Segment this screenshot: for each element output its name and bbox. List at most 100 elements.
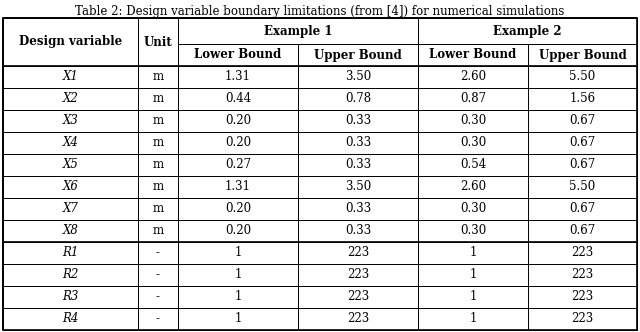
Bar	[3, 220, 138, 242]
Bar	[138, 176, 178, 198]
Text: -: -	[156, 290, 160, 303]
Bar	[418, 110, 528, 132]
Text: 0.20: 0.20	[225, 115, 251, 127]
Text: 223: 223	[572, 290, 594, 303]
Text: 0.27: 0.27	[225, 158, 251, 172]
Bar	[178, 154, 298, 176]
Text: Example 1: Example 1	[264, 25, 332, 38]
Text: 1: 1	[234, 246, 242, 260]
Text: 223: 223	[572, 312, 594, 325]
Text: 0.30: 0.30	[460, 203, 486, 215]
Bar	[3, 154, 138, 176]
Bar	[298, 176, 418, 198]
Bar	[178, 220, 298, 242]
Text: 223: 223	[347, 312, 369, 325]
Bar	[178, 286, 298, 308]
Bar	[298, 66, 418, 88]
Text: Design variable: Design variable	[19, 36, 122, 48]
Text: 1: 1	[234, 312, 242, 325]
Bar	[298, 286, 418, 308]
Bar	[418, 264, 528, 286]
Bar	[138, 198, 178, 220]
Bar	[418, 220, 528, 242]
Bar	[3, 308, 138, 330]
Text: 0.20: 0.20	[225, 203, 251, 215]
Bar	[298, 198, 418, 220]
Bar	[138, 242, 178, 264]
Text: 1: 1	[469, 269, 477, 282]
Text: X2: X2	[63, 93, 79, 106]
Bar	[138, 154, 178, 176]
Bar	[138, 110, 178, 132]
Text: X5: X5	[63, 158, 79, 172]
Bar	[3, 132, 138, 154]
Text: 223: 223	[572, 246, 594, 260]
Text: Lower Bound: Lower Bound	[195, 48, 282, 61]
Text: Upper Bound: Upper Bound	[539, 48, 627, 61]
Bar	[528, 198, 637, 220]
Bar	[3, 18, 138, 66]
Text: 0.67: 0.67	[570, 136, 596, 149]
Bar	[418, 88, 528, 110]
Bar	[528, 176, 637, 198]
Bar	[138, 66, 178, 88]
Text: 0.33: 0.33	[345, 224, 371, 237]
Text: 223: 223	[347, 269, 369, 282]
Bar	[298, 44, 418, 66]
Bar	[298, 88, 418, 110]
Text: 0.67: 0.67	[570, 203, 596, 215]
Text: m: m	[152, 158, 164, 172]
Bar	[3, 176, 138, 198]
Text: 5.50: 5.50	[570, 70, 596, 84]
Text: -: -	[156, 246, 160, 260]
Bar	[418, 242, 528, 264]
Bar	[138, 88, 178, 110]
Text: X1: X1	[63, 70, 79, 84]
Text: 0.33: 0.33	[345, 203, 371, 215]
Text: 0.33: 0.33	[345, 158, 371, 172]
Text: 0.20: 0.20	[225, 224, 251, 237]
Text: R4: R4	[62, 312, 79, 325]
Text: 3.50: 3.50	[345, 181, 371, 194]
Bar	[528, 88, 637, 110]
Bar	[178, 44, 298, 66]
Text: 1: 1	[469, 290, 477, 303]
Bar	[528, 66, 637, 88]
Text: m: m	[152, 93, 164, 106]
Text: Lower Bound: Lower Bound	[429, 48, 516, 61]
Bar	[298, 242, 418, 264]
Text: -: -	[156, 269, 160, 282]
Text: X3: X3	[63, 115, 79, 127]
Text: m: m	[152, 203, 164, 215]
Text: 0.30: 0.30	[460, 224, 486, 237]
Text: 0.44: 0.44	[225, 93, 251, 106]
Bar	[418, 286, 528, 308]
Bar	[418, 18, 637, 44]
Text: Unit: Unit	[143, 36, 172, 48]
Text: X7: X7	[63, 203, 79, 215]
Bar	[298, 154, 418, 176]
Text: 0.30: 0.30	[460, 115, 486, 127]
Text: -: -	[156, 312, 160, 325]
Text: 5.50: 5.50	[570, 181, 596, 194]
Bar	[138, 264, 178, 286]
Bar	[178, 132, 298, 154]
Bar	[418, 66, 528, 88]
Text: 2.60: 2.60	[460, 181, 486, 194]
Bar	[528, 44, 637, 66]
Bar	[418, 44, 528, 66]
Bar	[138, 132, 178, 154]
Bar	[298, 264, 418, 286]
Bar	[3, 110, 138, 132]
Text: m: m	[152, 136, 164, 149]
Bar	[418, 198, 528, 220]
Bar	[178, 308, 298, 330]
Bar	[178, 176, 298, 198]
Text: 3.50: 3.50	[345, 70, 371, 84]
Bar	[178, 66, 298, 88]
Text: 0.30: 0.30	[460, 136, 486, 149]
Bar	[528, 110, 637, 132]
Bar	[418, 132, 528, 154]
Bar	[418, 154, 528, 176]
Bar	[528, 286, 637, 308]
